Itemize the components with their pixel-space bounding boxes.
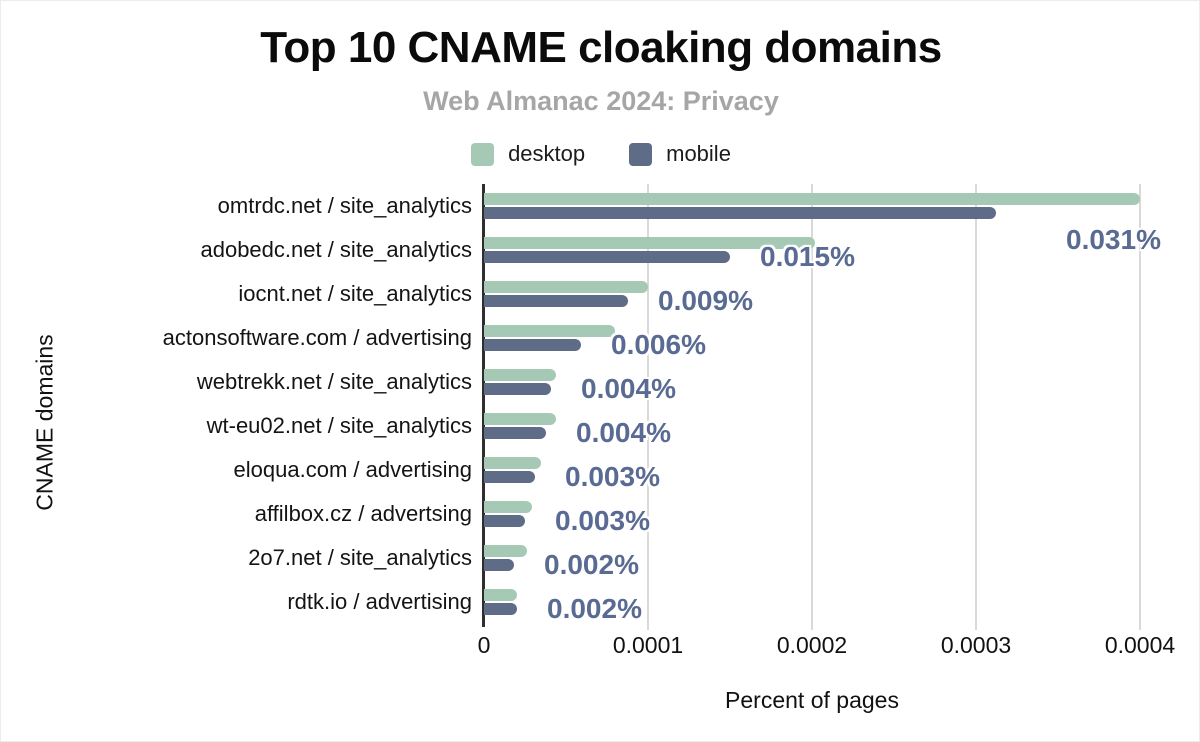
category-label: adobedc.net / site_analytics (200, 237, 472, 262)
legend-item-mobile[interactable]: mobile (629, 142, 731, 166)
category-label: eloqua.com / advertising (233, 457, 472, 482)
value-label: 0.003% (555, 505, 650, 536)
y-axis-line (482, 184, 485, 627)
mobile-bar[interactable] (484, 471, 535, 483)
category-label: actonsoftware.com / advertising (162, 325, 472, 350)
mobile-bar[interactable] (484, 427, 546, 439)
category-label: iocnt.net / site_analytics (238, 281, 472, 306)
mobile-bar[interactable] (484, 559, 514, 571)
desktop-bar[interactable] (484, 589, 517, 601)
desktop-bar[interactable] (484, 325, 615, 337)
chart-title: Top 10 CNAME cloaking domains (260, 23, 942, 72)
desktop-swatch-icon (471, 142, 495, 166)
category-label: 2o7.net / site_analytics (248, 545, 472, 570)
desktop-bar[interactable] (484, 369, 556, 381)
value-label: 0.002% (544, 549, 639, 580)
value-label: 0.003% (565, 461, 660, 492)
value-label: 0.031% (1066, 224, 1161, 255)
desktop-bar[interactable] (484, 545, 527, 557)
desktop-bar[interactable] (484, 193, 1140, 205)
value-label: 0.006% (611, 329, 706, 360)
desktop-bar[interactable] (484, 237, 815, 249)
desktop-bar[interactable] (484, 501, 532, 513)
mobile-swatch-icon (629, 142, 653, 166)
gridline-0.0001 (647, 184, 649, 630)
x-tick-label: 0.0002 (776, 632, 848, 658)
category-label: affilbox.cz / advertsing (254, 501, 472, 526)
mobile-bar[interactable] (484, 383, 551, 395)
desktop-bar[interactable] (484, 457, 541, 469)
mobile-bar[interactable] (484, 207, 996, 219)
x-tick-label: 0.0004 (1104, 632, 1176, 658)
gridline-0.0003 (975, 184, 977, 630)
legend-label: mobile (666, 141, 731, 166)
value-label: 0.015% (760, 241, 855, 272)
mobile-bar[interactable] (484, 251, 730, 263)
legend-item-desktop[interactable]: desktop (471, 142, 585, 166)
legend-label: desktop (508, 141, 586, 166)
chart-subtitle: Web Almanac 2024: Privacy (423, 86, 779, 116)
category-label: webtrekk.net / site_analytics (196, 369, 472, 394)
x-tick-label: 0.0003 (940, 632, 1012, 658)
gridline-0.0004 (1139, 184, 1141, 630)
x-axis-title: Percent of pages (725, 687, 899, 713)
x-tick-label: 0.0001 (612, 632, 684, 658)
category-label: omtrdc.net / site_analytics (217, 193, 472, 218)
mobile-bar[interactable] (484, 295, 628, 307)
mobile-bar[interactable] (484, 603, 517, 615)
value-label: 0.004% (581, 373, 676, 404)
value-label: 0.002% (547, 593, 642, 624)
category-label: rdtk.io / advertising (287, 589, 472, 614)
desktop-bar[interactable] (484, 413, 556, 425)
desktop-bar[interactable] (484, 281, 648, 293)
legend: desktop mobile (1, 140, 1199, 168)
value-label: 0.009% (658, 285, 753, 316)
gridline-0.0002 (811, 184, 813, 630)
mobile-bar[interactable] (484, 515, 525, 527)
mobile-bar[interactable] (484, 339, 581, 351)
x-tick-label: 0 (477, 632, 491, 658)
category-label: wt-eu02.net / site_analytics (206, 413, 472, 438)
value-label: 0.004% (576, 417, 671, 448)
